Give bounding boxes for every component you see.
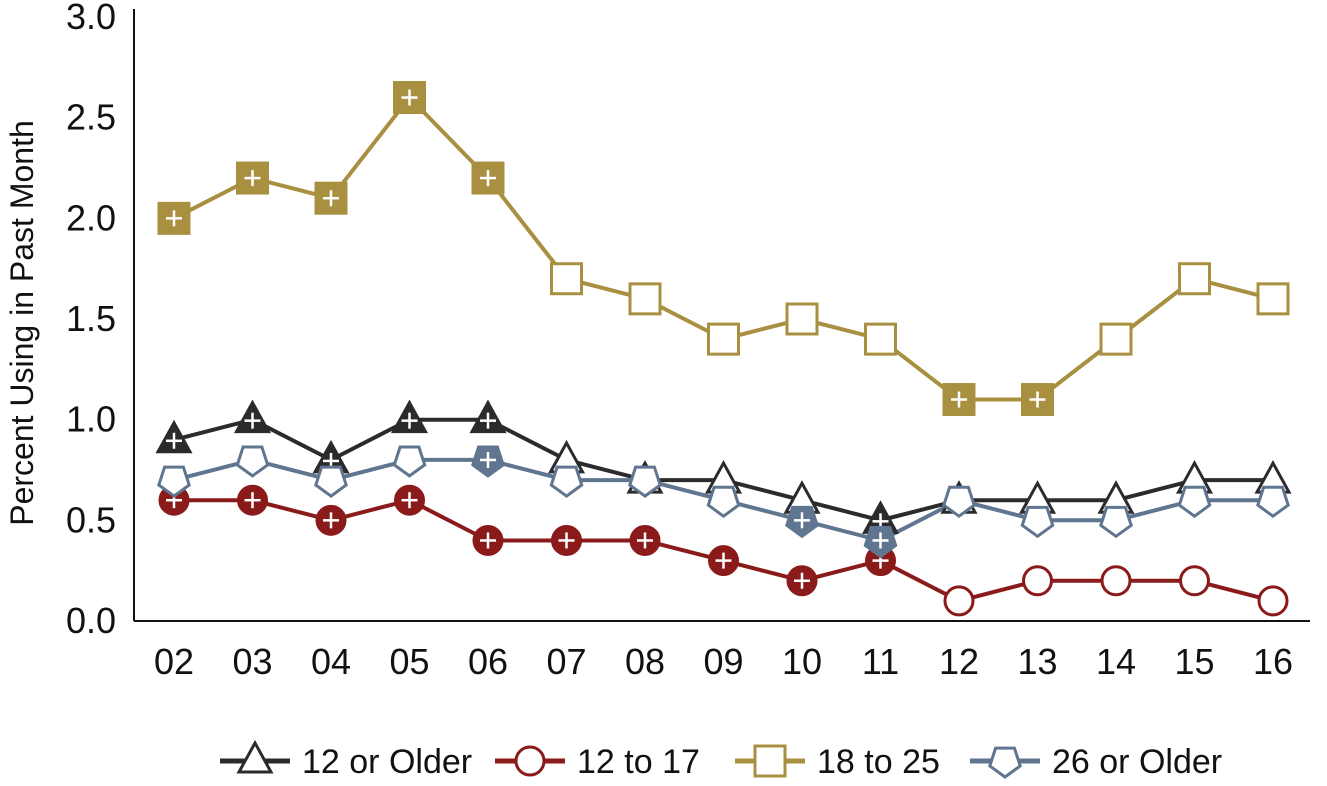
- significance-plus: [715, 552, 732, 569]
- significance-plus: [166, 210, 182, 227]
- data-point: [943, 585, 975, 617]
- significance-plus: [480, 412, 496, 429]
- legend-label: 18 to 25: [817, 743, 940, 781]
- y-axis-title: Percent Using in Past Month: [4, 120, 40, 526]
- data-point: [1178, 262, 1211, 296]
- legend-item: 12 to 17: [495, 743, 700, 781]
- significance-plus: [323, 512, 339, 529]
- significance-plus: [401, 492, 418, 509]
- axes: 0.0 0.5 1.0 1.5 2.0 2.5 3.0 02 03 04 05 06 07 08 09 10 1…: [4, 0, 1310, 682]
- legend-label: 26 or Older: [1052, 743, 1222, 781]
- x-tick-label: 05: [389, 641, 429, 682]
- data-point: [1179, 565, 1210, 597]
- series-markers: [155, 399, 1292, 534]
- x-tick-label: 03: [232, 641, 272, 682]
- legend-marker: [236, 739, 274, 774]
- significance-plus: [951, 391, 967, 408]
- significance-plus: [480, 532, 496, 549]
- y-tick-label: 2.0: [66, 197, 116, 238]
- series-markers: [158, 484, 1289, 617]
- data-point: [1099, 322, 1133, 356]
- significance-plus: [401, 89, 418, 106]
- data-point: [785, 302, 819, 336]
- x-tick-label: 08: [625, 641, 665, 682]
- significance-plus: [166, 432, 182, 449]
- x-tick-label: 14: [1096, 641, 1136, 682]
- legend-marker: [988, 746, 1022, 779]
- data-point: [550, 262, 583, 296]
- x-tick-label: 04: [311, 641, 351, 682]
- data-point: [314, 465, 348, 498]
- significance-plus: [401, 412, 418, 429]
- series-layer: [155, 81, 1292, 617]
- legend-item: 26 or Older: [970, 743, 1222, 781]
- significance-plus: [637, 532, 653, 549]
- significance-plus: [558, 532, 575, 549]
- x-tick-label: 15: [1174, 641, 1214, 682]
- significance-plus: [1029, 391, 1046, 408]
- y-tick-label: 3.0: [66, 0, 116, 37]
- data-point: [942, 485, 976, 519]
- data-point: [1022, 565, 1053, 597]
- data-point: [1020, 505, 1055, 539]
- legend-label: 12 to 17: [577, 743, 700, 781]
- data-point: [1099, 505, 1133, 539]
- x-tick-label: 16: [1253, 641, 1293, 682]
- legend-marker: [514, 745, 546, 777]
- x-tick-label: 06: [468, 641, 508, 682]
- data-point: [1100, 565, 1132, 597]
- data-point: [706, 485, 741, 519]
- legend-marker: [753, 744, 787, 778]
- y-tick-label: 2.5: [66, 97, 116, 138]
- x-tick-label: 13: [1017, 641, 1057, 682]
- significance-plus: [480, 170, 496, 187]
- data-point: [1177, 485, 1212, 519]
- data-point: [392, 445, 427, 478]
- data-point: [1257, 585, 1289, 617]
- y-tick-label: 0.5: [66, 499, 116, 540]
- y-tick-label: 1.0: [66, 399, 116, 440]
- data-point: [864, 322, 897, 356]
- significance-plus: [794, 512, 810, 529]
- data-point: [707, 322, 740, 356]
- series-markers: [157, 445, 1290, 559]
- x-tick-label: 10: [782, 641, 822, 682]
- legend: 12 or Older 12 to 17 18 to 25 26 or Older: [220, 739, 1222, 781]
- data-point: [549, 465, 584, 498]
- x-tick-label: 07: [546, 641, 586, 682]
- significance-plus: [244, 412, 261, 429]
- x-tick-label: 12: [939, 641, 979, 682]
- significance-plus: [794, 572, 810, 589]
- data-point: [314, 181, 348, 215]
- data-point: [235, 445, 270, 478]
- y-tick-label: 0.0: [66, 600, 116, 641]
- significance-plus: [244, 492, 261, 509]
- data-point: [1256, 282, 1290, 316]
- legend-item: 18 to 25: [735, 743, 940, 781]
- series-markers: [157, 81, 1290, 417]
- significance-plus: [480, 451, 496, 468]
- data-point: [1256, 485, 1290, 519]
- x-tick-label: 09: [703, 641, 743, 682]
- significance-plus: [872, 532, 889, 549]
- legend-label: 12 or Older: [302, 743, 472, 781]
- x-tick-label: 02: [154, 641, 194, 682]
- x-tick-label: 11: [862, 641, 899, 682]
- y-tick-label: 1.5: [66, 298, 116, 339]
- data-point: [628, 465, 662, 498]
- data-point: [628, 282, 662, 316]
- significance-plus: [244, 170, 261, 187]
- legend-item: 12 or Older: [220, 739, 472, 781]
- significance-plus: [323, 190, 339, 207]
- data-point: [157, 465, 191, 498]
